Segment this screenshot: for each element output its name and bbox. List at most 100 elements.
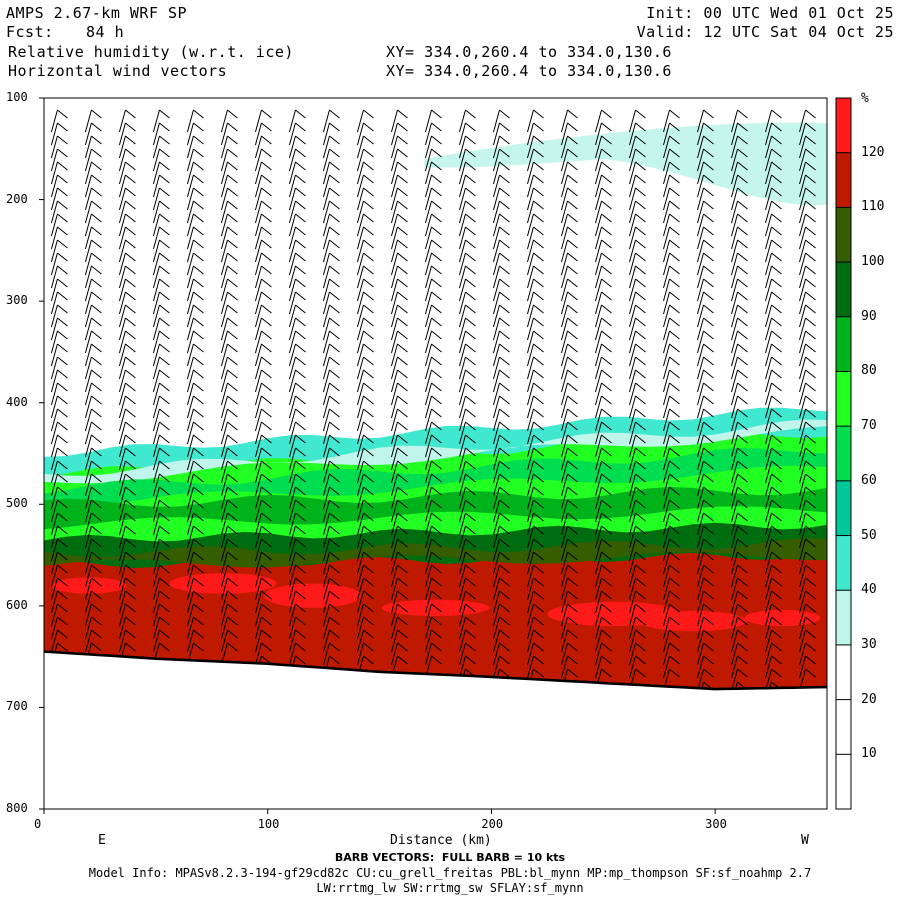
wind-barb xyxy=(663,265,670,289)
wind-barb-flag xyxy=(91,135,102,145)
wind-barb xyxy=(629,564,636,588)
wind-barb xyxy=(458,343,466,367)
wind-barb-flag xyxy=(329,239,340,249)
wind-barb xyxy=(561,564,568,588)
wind-barb xyxy=(527,525,534,549)
wind-barb-flag xyxy=(499,343,510,353)
wind-barb-flag xyxy=(431,239,442,249)
wind-barb-flag xyxy=(703,499,714,509)
wind-barb xyxy=(220,239,228,263)
wind-barb xyxy=(731,317,738,341)
wind-barb-flag xyxy=(91,265,102,275)
wind-barb-flag xyxy=(805,200,816,210)
wind-barb-flag xyxy=(703,317,714,327)
wind-barb-flag xyxy=(669,434,680,444)
wind-barb-flag xyxy=(737,577,748,587)
wind-barb xyxy=(254,538,262,562)
wind-barb-flag xyxy=(227,629,238,639)
wind-barb xyxy=(629,486,636,510)
wind-barb xyxy=(629,304,636,328)
wind-barb xyxy=(322,252,330,276)
wind-barb xyxy=(799,109,807,133)
wind-barb-flag xyxy=(363,213,374,223)
wind-barb xyxy=(186,603,194,627)
wind-barb xyxy=(424,226,432,250)
wind-barb xyxy=(118,525,126,549)
wind-barb-flag xyxy=(737,200,748,210)
forecast-label: Fcst: xyxy=(6,23,54,41)
wind-barb xyxy=(458,486,466,510)
wind-barb xyxy=(322,356,330,380)
wind-barb-flag xyxy=(57,369,68,379)
wind-barb xyxy=(356,590,364,614)
wind-barb xyxy=(220,226,228,250)
wind-barb xyxy=(492,525,500,549)
rh-shading xyxy=(44,98,827,692)
wind-barb-flag xyxy=(397,590,408,600)
wind-barb xyxy=(561,590,568,614)
wind-barb xyxy=(356,525,364,549)
wind-barb-flag xyxy=(601,200,612,210)
wind-barb-flag xyxy=(261,590,272,600)
wind-barb-flag xyxy=(261,525,272,535)
wind-barb-flag xyxy=(91,187,102,197)
wind-barb xyxy=(186,629,194,653)
wind-barb-flag xyxy=(159,408,170,418)
wind-barb xyxy=(561,161,568,185)
wind-barb-flag xyxy=(397,109,408,119)
wind-barb xyxy=(50,590,58,614)
wind-barb-flag xyxy=(669,369,680,379)
wind-barb-flag xyxy=(363,473,374,483)
wind-barb xyxy=(288,343,296,367)
wind-barb-flag xyxy=(805,330,816,340)
wind-barb xyxy=(731,473,738,497)
wind-barb xyxy=(254,291,262,315)
wind-barb-flag xyxy=(125,395,136,405)
wind-barb-flag xyxy=(737,109,748,119)
wind-barb xyxy=(492,200,500,224)
wind-barb-flag xyxy=(227,161,238,171)
wind-barb xyxy=(288,486,296,510)
wind-barb xyxy=(118,577,126,601)
wind-barb xyxy=(254,564,262,588)
wind-barb xyxy=(595,174,602,198)
wind-barb-flag xyxy=(601,148,612,158)
wind-barb-flag xyxy=(703,200,714,210)
wind-barb xyxy=(356,434,364,458)
wind-barb xyxy=(50,239,58,263)
wind-barb xyxy=(254,486,262,510)
wind-barb xyxy=(527,603,534,627)
wind-barb xyxy=(663,551,670,575)
wind-barb xyxy=(629,434,636,458)
wind-barb-flag xyxy=(669,122,680,132)
wind-barb xyxy=(492,213,500,237)
wind-barb xyxy=(595,187,602,211)
wind-barb-flag xyxy=(363,148,374,158)
wind-barb xyxy=(118,551,126,575)
wind-barb-flag xyxy=(193,564,204,574)
wind-barb xyxy=(424,239,432,263)
wind-barb-flag xyxy=(703,525,714,535)
wind-barb-flag xyxy=(635,603,646,613)
wind-barb xyxy=(288,447,296,471)
wind-barb-flag xyxy=(805,343,816,353)
wind-barb xyxy=(629,473,636,497)
wind-barb-flag xyxy=(91,421,102,431)
wind-barb-flag xyxy=(57,590,68,600)
wind-barb-flag xyxy=(227,278,238,288)
wind-barb-flag xyxy=(227,148,238,158)
wind-barb-flag xyxy=(771,473,782,483)
wind-barb-flag xyxy=(635,122,646,132)
wind-barb-flag xyxy=(601,317,612,327)
wind-barb xyxy=(84,330,92,354)
wind-barb xyxy=(50,265,58,289)
wind-barb xyxy=(254,109,262,133)
wind-barb xyxy=(254,382,262,406)
wind-barb xyxy=(186,395,194,419)
wind-barb-flag xyxy=(499,629,510,639)
wind-barb-flag xyxy=(499,538,510,548)
wind-barb xyxy=(50,343,58,367)
wind-barb-flag xyxy=(295,109,306,119)
wind-barb xyxy=(697,499,704,523)
wind-barb xyxy=(765,226,773,250)
